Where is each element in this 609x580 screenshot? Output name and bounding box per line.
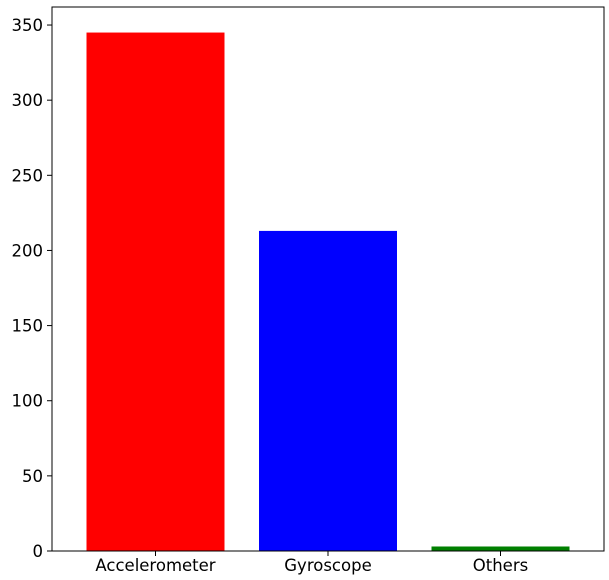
x-tick-label: Gyroscope — [284, 556, 371, 575]
plot-frame — [51, 6, 605, 552]
y-tick-label: 150 — [12, 317, 44, 336]
y-axis-ticks: 0 50 100 150 200 250 300 350 — [12, 16, 52, 561]
y-tick-label: 0 — [33, 542, 44, 561]
y-tick-label: 200 — [12, 241, 44, 260]
y-tick-label: 250 — [12, 166, 44, 185]
y-tick-label: 300 — [12, 91, 44, 110]
bar-gyroscope — [259, 230, 397, 551]
bar-others — [431, 546, 570, 551]
bars-group — [86, 32, 570, 552]
y-tick-label: 100 — [12, 392, 44, 411]
y-tick-label: 50 — [22, 467, 43, 486]
y-tick-label: 350 — [12, 16, 44, 35]
x-axis-ticks: Accelerometer Gyroscope Others — [95, 551, 528, 575]
bar-accelerometer — [86, 32, 225, 552]
x-tick-label: Others — [473, 556, 528, 575]
x-tick-label: Accelerometer — [95, 556, 215, 575]
